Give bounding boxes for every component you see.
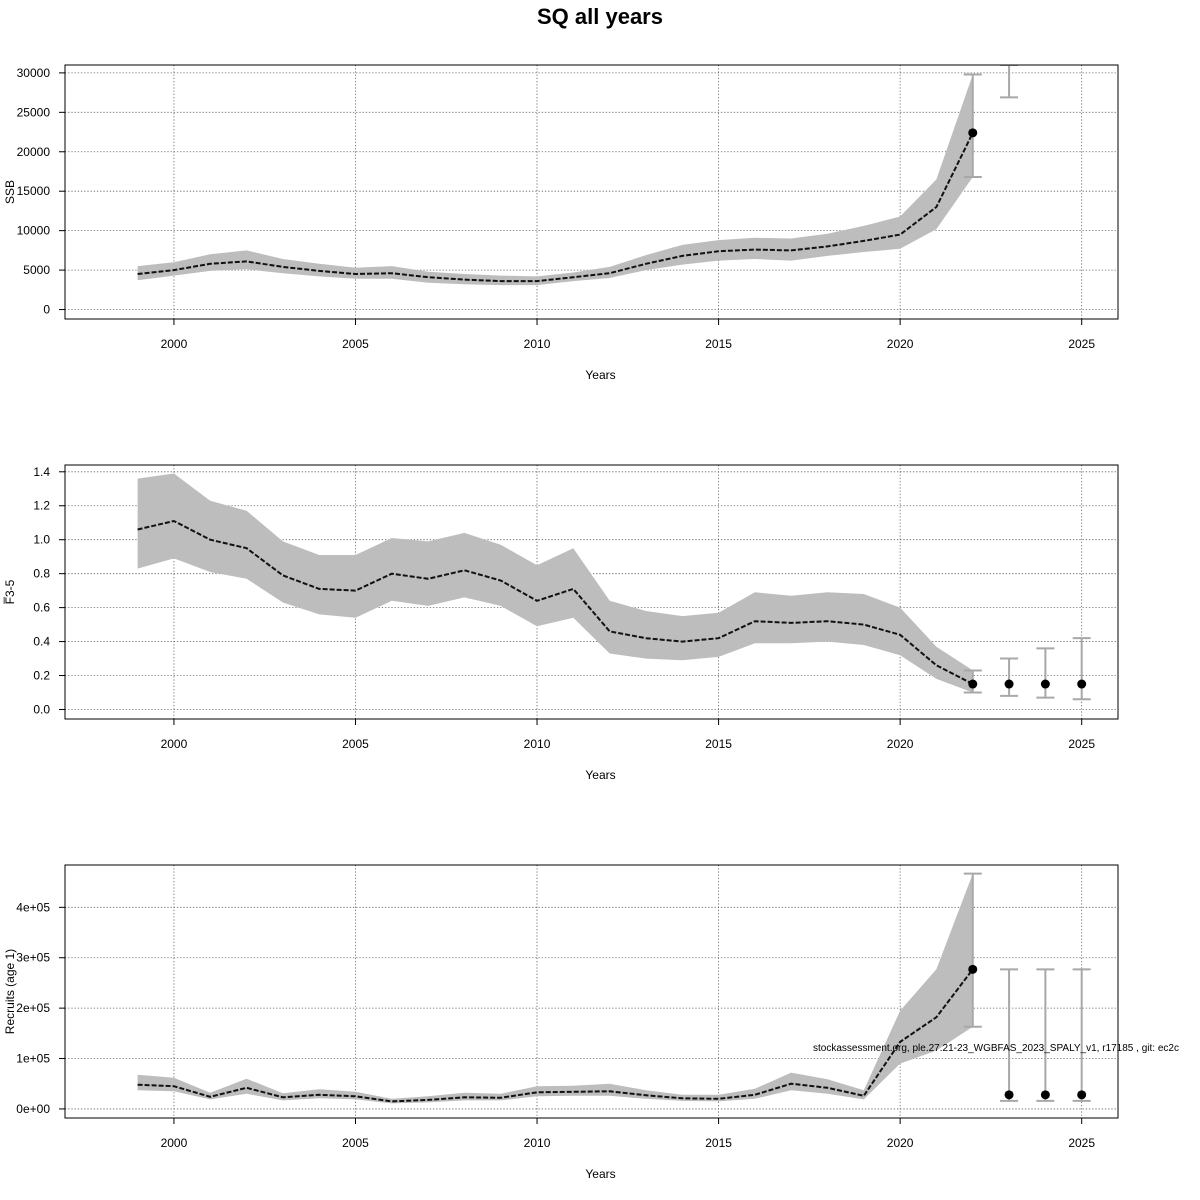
fbar-x-tick-label: 2025 xyxy=(1068,737,1095,751)
fbar-estimate-line xyxy=(137,519,974,685)
ssb-x-axis-label: Years xyxy=(585,368,615,382)
fbar-y-tick-label: 0.6 xyxy=(33,601,50,615)
ssb-y-tick-label: 5000 xyxy=(23,263,50,277)
ssb-plot-area xyxy=(137,65,1019,286)
chart-title: SQ all years xyxy=(537,4,663,29)
fbar-y-axis-label: F̅3-5 xyxy=(3,579,17,604)
ssb-y-tick-label: 15000 xyxy=(17,184,51,198)
fbar-data-point xyxy=(1077,679,1087,689)
ssb-data-point xyxy=(968,128,978,138)
recruits-y-tick-label: 3e+05 xyxy=(16,951,50,965)
fbar-x-axis-label: Years xyxy=(585,768,615,782)
fbar-panel: 2000 2005 2010 2015 2020 2025 0.0 0.2 0.4 0.6 0.8 1… xyxy=(3,464,1119,782)
recruits-data-point xyxy=(1077,1090,1087,1100)
fbar-data-point xyxy=(1004,679,1014,689)
ssb-x-tick-label: 2015 xyxy=(705,337,732,351)
recruits-data-point xyxy=(968,964,978,974)
ssb-y-tick-label: 20000 xyxy=(17,145,51,159)
ssb-estimate-line xyxy=(137,132,974,283)
ssb-x-tick-label: 2010 xyxy=(524,337,551,351)
ssb-x-tick-label: 2025 xyxy=(1068,337,1095,351)
ssb-y-tick-label: 0 xyxy=(43,303,50,317)
ssb-plot-frame xyxy=(64,64,1119,320)
recruits-y-tick-label: 0e+00 xyxy=(16,1102,50,1116)
recruits-plot-area xyxy=(137,872,1091,1104)
recruits-confidence-band xyxy=(137,873,973,1104)
fbar-confidence-band xyxy=(137,473,973,693)
recruits-x-tick-label: 2015 xyxy=(705,1136,732,1150)
recruits-panel: 2000 2005 2010 2015 2020 2025 0e+00 1e+05 2e+05 3… xyxy=(3,864,1119,1181)
ssb-x-tick-label: 2020 xyxy=(887,337,914,351)
fbar-y-tick-label: 1.0 xyxy=(33,533,50,547)
recruits-x-tick-label: 2010 xyxy=(524,1136,551,1150)
fbar-x-tick-label: 2010 xyxy=(524,737,551,751)
recruits-x-axis-label: Years xyxy=(585,1167,615,1181)
fbar-y-tick-label: 1.2 xyxy=(33,499,50,513)
recruits-data-point xyxy=(1040,1090,1050,1100)
recruits-y-tick-label: 2e+05 xyxy=(16,1001,50,1015)
ssb-x-tick-label: 2000 xyxy=(161,337,188,351)
fbar-y-tick-label: 0.8 xyxy=(33,567,50,581)
ssb-x-tick-label: 2005 xyxy=(342,337,369,351)
recruits-y-tick-label: 4e+05 xyxy=(16,900,50,914)
ssb-panel: 2000 2005 2010 2015 2020 2025 0 5000 10000 15000 2… xyxy=(3,64,1119,382)
recruits-estimate-line xyxy=(137,968,974,1103)
chart-panels: 2000 2005 2010 2015 2020 2025 0 5000 10000 15000 2… xyxy=(3,64,1119,1181)
fbar-y-tick-label: 0.0 xyxy=(33,702,50,716)
fbar-y-tick-label: 1.4 xyxy=(33,465,50,479)
recruits-x-tick-label: 2025 xyxy=(1068,1136,1095,1150)
footer-credit: stockassessment.org, ple.27.21-23_WGBFAS… xyxy=(813,1043,1179,1054)
ssb-confidence-band xyxy=(137,74,973,286)
recruits-y-axis-label: Recruits (age 1) xyxy=(3,949,17,1034)
fbar-x-tick-label: 2005 xyxy=(342,737,369,751)
recruits-x-tick-label: 2020 xyxy=(887,1136,914,1150)
fbar-x-tick-label: 2015 xyxy=(705,737,732,751)
recruits-y-tick-label: 1e+05 xyxy=(16,1052,50,1066)
ssb-y-tick-label: 10000 xyxy=(17,224,51,238)
recruits-x-tick-label: 2005 xyxy=(342,1136,369,1150)
fbar-plot-frame xyxy=(64,464,1119,720)
fbar-data-point xyxy=(1040,679,1050,689)
fbar-x-tick-label: 2020 xyxy=(887,737,914,751)
fbar-y-tick-label: 0.2 xyxy=(33,669,50,683)
ssb-y-axis-label: SSB xyxy=(3,180,17,204)
recruits-x-tick-label: 2000 xyxy=(161,1136,188,1150)
ssb-y-tick-label: 30000 xyxy=(17,66,51,80)
fbar-x-tick-label: 2000 xyxy=(161,737,188,751)
fbar-y-tick-label: 0.4 xyxy=(33,635,50,649)
recruits-data-point xyxy=(1004,1090,1014,1100)
fbar-plot-area xyxy=(137,473,1091,701)
recruits-plot-frame xyxy=(64,864,1119,1119)
fbar-data-point xyxy=(968,679,978,689)
ssb-y-tick-label: 25000 xyxy=(17,105,51,119)
